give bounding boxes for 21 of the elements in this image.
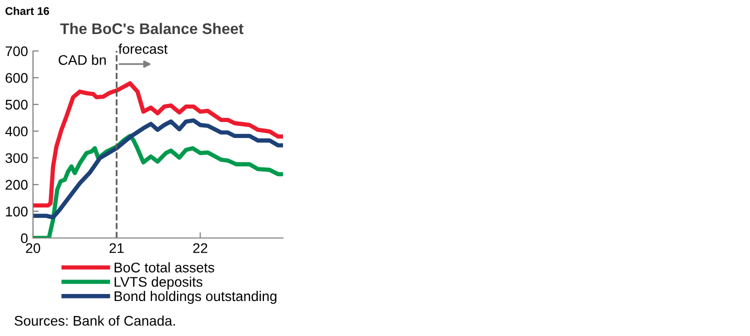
y-tick-label: 300 xyxy=(6,153,28,164)
x-tick-label: 22 xyxy=(193,243,208,253)
y-tick-label: 100 xyxy=(6,206,28,216)
line-series xyxy=(33,118,283,220)
chart-title: The BoC's Balance Sheet xyxy=(60,22,244,34)
line-series xyxy=(33,81,283,208)
y-tick-label: 0 xyxy=(20,233,28,244)
source-note: Sources: Bank of Canada. xyxy=(14,316,175,326)
x-tick-label: 20 xyxy=(26,243,40,254)
legend-label: LVTS deposits xyxy=(114,276,202,290)
y-axis-title: CAD bn xyxy=(58,54,106,65)
y-tick-label: 200 xyxy=(6,180,28,190)
x-tick-label: 21 xyxy=(110,243,124,253)
legend-label: BoC total assets xyxy=(114,262,214,272)
caption: Chart 16 xyxy=(5,6,50,15)
y-tick-label: 700 xyxy=(6,46,28,56)
y-tick-label: 600 xyxy=(6,73,28,83)
y-tick-label: 400 xyxy=(5,126,28,136)
y-tick-label: 500 xyxy=(6,100,28,110)
ref-line-label: forecast xyxy=(118,44,168,54)
legend-label: Bond holdings outstanding xyxy=(114,290,276,304)
